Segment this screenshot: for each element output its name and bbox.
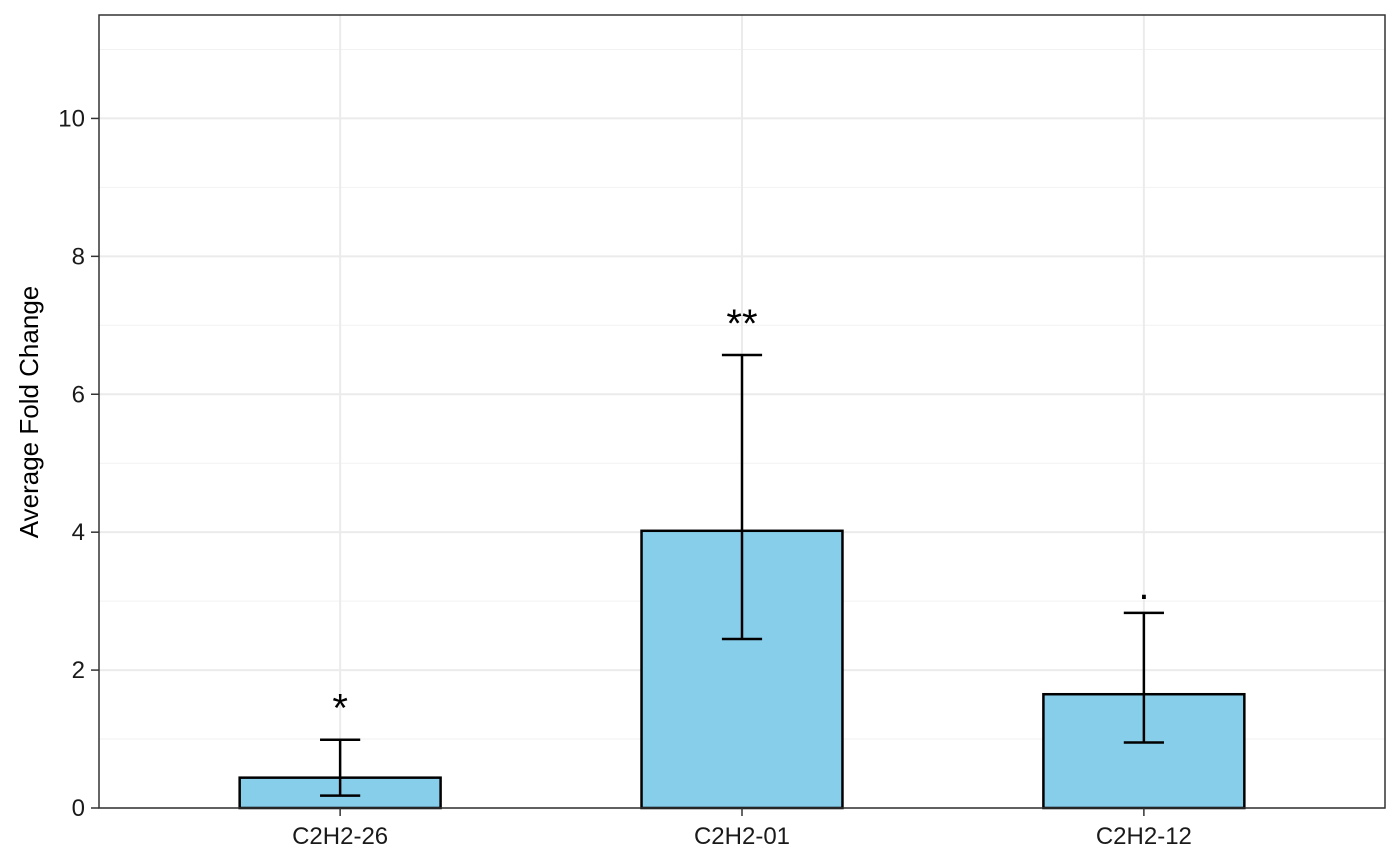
y-axis-title: Average Fold Change [14,286,44,538]
significance-label: . [1138,564,1149,608]
y-tick-label: 2 [72,657,85,684]
error-bars [320,353,1164,797]
x-tick-label: C2H2-26 [292,823,388,850]
significance-label: ** [726,302,757,346]
x-tick-label: C2H2-01 [694,823,790,850]
y-tick-label: 0 [72,795,85,822]
y-tick-label: 10 [58,105,85,132]
y-tick-label: 8 [72,243,85,270]
significance-labels: ***. [332,302,1149,731]
significance-label: * [332,687,348,731]
x-tick-label: C2H2-12 [1096,823,1192,850]
y-tick-label: 6 [72,381,85,408]
y-tick-label: 4 [72,519,85,546]
axes: 0 2 4 6 8 10 C2H2-26 C2H2-01 C2H2-12 [58,105,1192,850]
